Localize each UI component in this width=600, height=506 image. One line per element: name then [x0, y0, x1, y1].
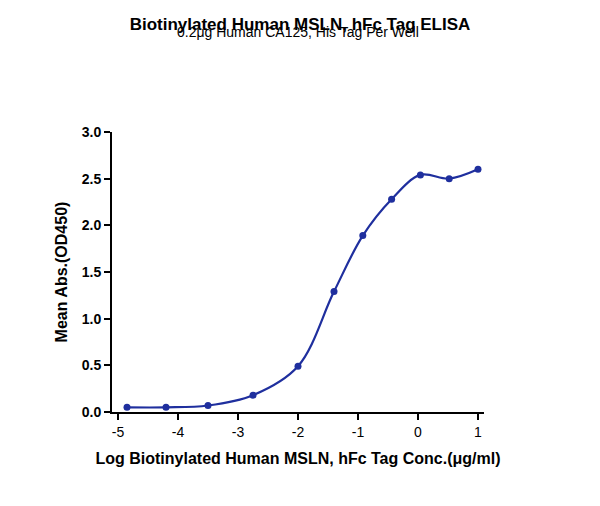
svg-text:2.0: 2.0 [82, 217, 102, 233]
svg-text:0.0: 0.0 [82, 404, 102, 420]
svg-text:3.0: 3.0 [82, 124, 102, 140]
svg-text:-1: -1 [352, 424, 365, 440]
svg-text:1: 1 [474, 424, 482, 440]
svg-text:-4: -4 [172, 424, 185, 440]
svg-text:0.2μg Human CA125, His Tag Per: 0.2μg Human CA125, His Tag Per Well [177, 24, 419, 40]
svg-text:Log Biotinylated Human MSLN, h: Log Biotinylated Human MSLN, hFc Tag Con… [95, 450, 500, 467]
svg-text:1.0: 1.0 [82, 311, 102, 327]
svg-text:Biotinylated Human MSLN, hFc T: Biotinylated Human MSLN, hFc Tag ELISA [130, 15, 471, 34]
svg-text:0.5: 0.5 [82, 357, 102, 373]
svg-text:Mean Abs.(OD450): Mean Abs.(OD450) [53, 202, 70, 343]
svg-text:2.5: 2.5 [82, 171, 102, 187]
svg-text:0: 0 [414, 424, 422, 440]
svg-text:1.5: 1.5 [82, 264, 102, 280]
svg-text:-5: -5 [112, 424, 125, 440]
svg-text:-2: -2 [292, 424, 305, 440]
svg-text:-3: -3 [232, 424, 245, 440]
